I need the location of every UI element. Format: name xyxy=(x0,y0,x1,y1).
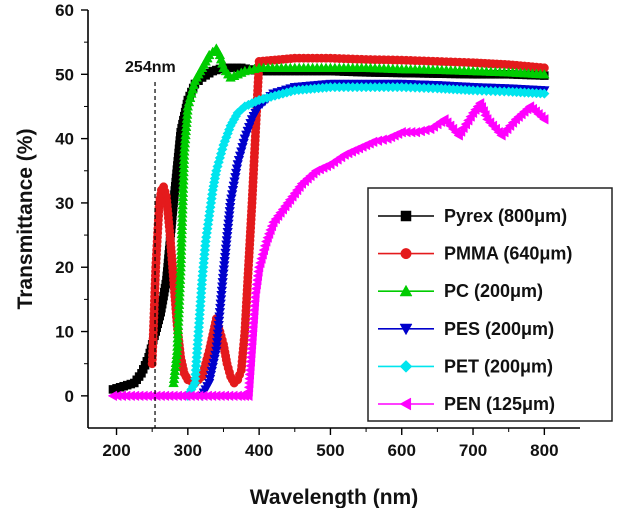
legend-marker xyxy=(399,323,413,336)
legend-label: PEN (125μm) xyxy=(444,394,555,414)
legend-label: Pyrex (800μm) xyxy=(444,206,567,226)
axes-layer: 200 300 400 500 600 700 800 0 10 20 30 40 50 60 xyxy=(55,1,580,460)
series-1 xyxy=(147,53,549,388)
x-tick-label: 600 xyxy=(388,441,416,460)
legend-marker xyxy=(399,360,413,373)
legend-marker xyxy=(400,210,412,222)
x-axis-title: Wavelength (nm) xyxy=(250,486,418,508)
series-5 xyxy=(107,98,549,402)
annotation-label: 254nm xyxy=(125,59,176,76)
y-tick-label: 10 xyxy=(55,323,74,342)
legend-label: PC (200μm) xyxy=(444,281,543,301)
y-tick-label: 30 xyxy=(55,194,74,213)
data-point xyxy=(539,68,550,79)
y-tick-label: 40 xyxy=(55,130,74,149)
y-tick-label: 60 xyxy=(55,1,74,20)
data-point xyxy=(539,114,549,125)
y-tick-label: 0 xyxy=(65,387,74,406)
x-tick-label: 400 xyxy=(245,441,273,460)
legend-marker xyxy=(399,284,413,297)
x-tick-label: 700 xyxy=(459,441,487,460)
series-4 xyxy=(182,82,550,401)
x-tick-label: 300 xyxy=(174,441,202,460)
y-tick-label: 50 xyxy=(55,65,74,84)
legend-marker xyxy=(399,397,412,411)
legend-label: PES (200μm) xyxy=(444,319,554,339)
x-tick-label: 200 xyxy=(102,441,130,460)
legend-label: PMMA (640μm) xyxy=(444,244,572,264)
annotation-layer: 254nm xyxy=(125,59,176,428)
legend-marker xyxy=(400,248,412,260)
series-2 xyxy=(168,43,550,388)
legend-box xyxy=(367,187,613,422)
y-tick-label: 20 xyxy=(55,258,74,277)
x-tick-label: 500 xyxy=(316,441,344,460)
y-axis-title: Transmittance (%) xyxy=(14,129,37,310)
legend-label: PET (200μm) xyxy=(444,356,553,376)
data-point xyxy=(539,88,550,99)
legend: Pyrex (800μm) PMMA (640μm) PC (200μm) PES (… xyxy=(367,187,613,422)
series-layer xyxy=(107,43,550,402)
x-tick-label: 800 xyxy=(530,441,558,460)
